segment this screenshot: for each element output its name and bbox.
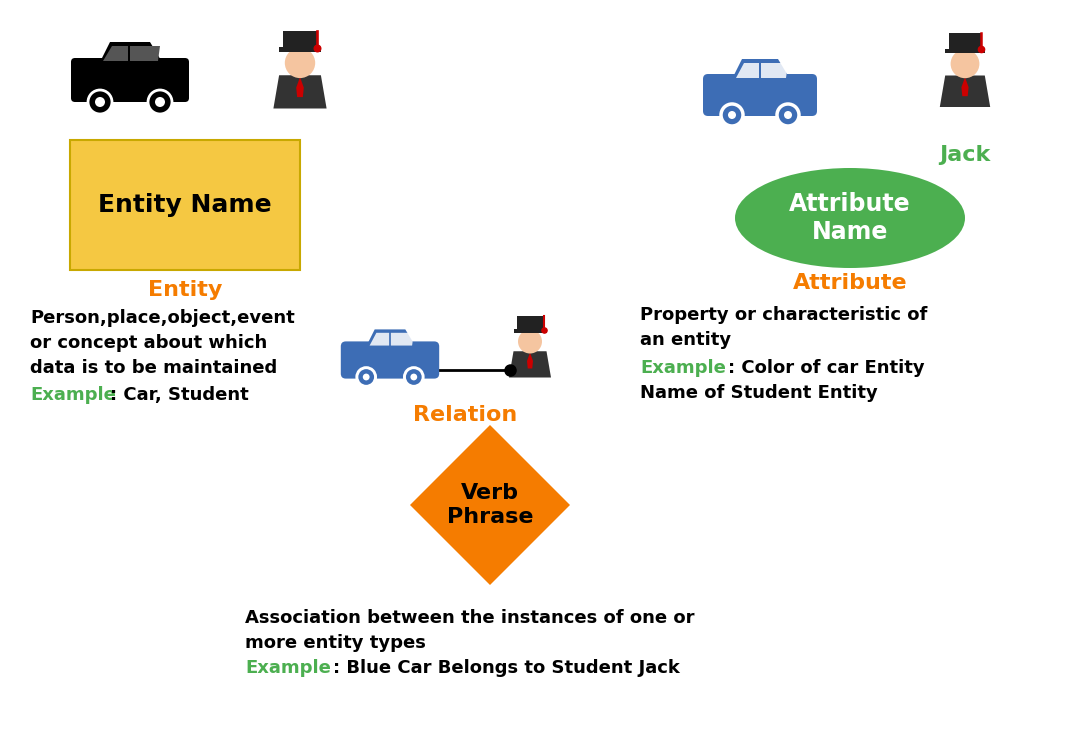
Text: Property or characteristic of: Property or characteristic of	[640, 306, 928, 324]
Ellipse shape	[735, 168, 965, 268]
Polygon shape	[100, 42, 162, 62]
Polygon shape	[410, 425, 570, 585]
Polygon shape	[103, 46, 128, 61]
Circle shape	[411, 374, 417, 381]
Circle shape	[404, 367, 423, 387]
Circle shape	[88, 90, 112, 114]
Circle shape	[149, 90, 172, 114]
Text: Association between the instances of one or: Association between the instances of one…	[245, 609, 695, 627]
Circle shape	[951, 50, 980, 78]
Polygon shape	[366, 329, 415, 347]
Circle shape	[518, 329, 542, 353]
Polygon shape	[130, 46, 160, 61]
Circle shape	[777, 104, 799, 126]
Text: Entity Name: Entity Name	[99, 193, 272, 217]
Polygon shape	[509, 351, 551, 378]
Circle shape	[285, 47, 315, 78]
Text: : Blue Car Belongs to Student Jack: : Blue Car Belongs to Student Jack	[333, 659, 680, 677]
FancyBboxPatch shape	[704, 74, 817, 116]
Circle shape	[784, 111, 792, 119]
Polygon shape	[273, 75, 326, 108]
Polygon shape	[391, 333, 414, 346]
Circle shape	[155, 97, 165, 107]
Bar	[279, 47, 321, 51]
Circle shape	[721, 104, 743, 126]
Text: Example: Example	[245, 659, 331, 677]
Circle shape	[363, 374, 370, 381]
Text: Attribute
Name: Attribute Name	[789, 192, 911, 244]
FancyBboxPatch shape	[340, 341, 439, 378]
Text: Example: Example	[640, 359, 726, 377]
Polygon shape	[962, 77, 969, 96]
FancyBboxPatch shape	[70, 140, 300, 270]
Text: an entity: an entity	[640, 331, 731, 349]
Text: : Car, Student: : Car, Student	[109, 386, 248, 404]
Text: or concept about which: or concept about which	[30, 334, 268, 352]
Bar	[514, 329, 546, 332]
Polygon shape	[761, 63, 788, 78]
Polygon shape	[296, 77, 304, 97]
Text: Example: Example	[30, 386, 116, 404]
Text: Attribute: Attribute	[792, 273, 907, 293]
Circle shape	[357, 367, 375, 387]
Polygon shape	[940, 76, 990, 107]
Polygon shape	[527, 352, 533, 369]
Polygon shape	[370, 333, 389, 346]
Circle shape	[95, 97, 105, 107]
Circle shape	[728, 111, 736, 119]
Polygon shape	[948, 33, 981, 48]
Text: Relation: Relation	[413, 405, 517, 425]
Text: : Color of car Entity: : Color of car Entity	[728, 359, 925, 377]
Text: Verb
Phrase: Verb Phrase	[447, 483, 533, 527]
Text: data is to be maintained: data is to be maintained	[30, 359, 278, 377]
Polygon shape	[283, 30, 318, 47]
Text: Jack: Jack	[940, 145, 991, 165]
Text: Entity: Entity	[147, 280, 222, 300]
FancyBboxPatch shape	[70, 58, 189, 102]
Polygon shape	[732, 59, 790, 79]
Bar	[945, 48, 984, 53]
Polygon shape	[516, 316, 543, 329]
Text: Name of Student Entity: Name of Student Entity	[640, 384, 878, 402]
Polygon shape	[736, 63, 759, 78]
Text: more entity types: more entity types	[245, 634, 426, 652]
Text: Person,place,object,event: Person,place,object,event	[30, 309, 295, 327]
